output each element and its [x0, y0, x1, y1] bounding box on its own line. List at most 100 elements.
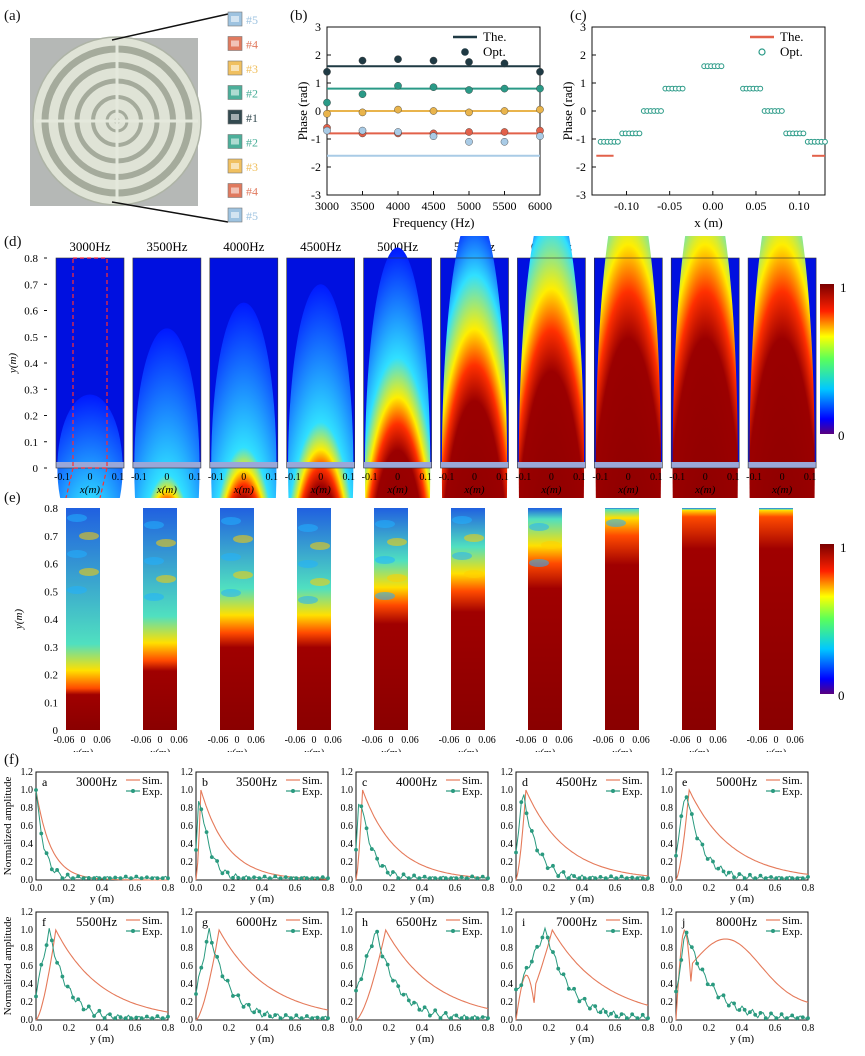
exp-point-a-48	[160, 876, 165, 881]
exp-point-i-4	[524, 965, 529, 970]
exp-point-g-46	[315, 1015, 320, 1020]
exp-point-b-40	[299, 876, 304, 881]
lens-strip-3	[286, 462, 355, 468]
exp-point-b-8	[215, 859, 220, 863]
field-frame-9	[747, 257, 817, 469]
y-tick-label: 1.2	[341, 907, 354, 918]
legend-exp-marker	[451, 929, 455, 933]
exp-point-b-46	[315, 876, 320, 881]
opt-point-2-3	[429, 107, 438, 115]
exp-point-b-28	[268, 876, 272, 881]
sim-curve-g	[195, 928, 329, 1021]
exp-point-e-46	[795, 876, 800, 881]
x-tick-label: 0.4	[736, 883, 749, 894]
measured-field-2	[220, 508, 254, 730]
phase-frequency-chart: -3 -2 -1 0 1 2 3 3000 3500 4000 4500 5000 5500 6000 Fr…	[295, 20, 552, 230]
x-tick-label: -0.06	[439, 735, 460, 746]
colorbar-min-label: 0	[838, 688, 845, 703]
unit-label-5: #2	[246, 136, 258, 150]
x-tick-label: 0.10	[789, 199, 810, 213]
exp-point-c-6	[369, 847, 374, 851]
x-tick-label: 0.1	[419, 472, 432, 483]
legend-sim-label: Sim.	[302, 915, 323, 927]
exp-point-j-42	[784, 1016, 789, 1021]
x-axis-label: y (m)	[570, 893, 594, 905]
colorbar-min-label: 0	[838, 428, 845, 443]
opt-point-8-5	[822, 138, 828, 145]
exp-point-a-22	[92, 876, 96, 881]
legend-exp-label: Exp.	[302, 926, 323, 938]
exp-point-e-8	[695, 836, 700, 841]
x-axis-label: x(m)	[72, 747, 93, 752]
exp-point-b-10	[220, 871, 225, 876]
texture-blob	[67, 514, 87, 522]
exp-point-h-48	[480, 1015, 485, 1020]
x-tick-label: 5000	[457, 199, 481, 213]
y-tick-label: 0.0	[661, 875, 674, 886]
panel-label-a: (a)	[4, 8, 21, 24]
exp-point-d-4	[524, 811, 529, 816]
exp-point-e-20	[726, 870, 731, 875]
exp-point-d-6	[529, 829, 534, 833]
x-tick-label: 0.8	[482, 1023, 495, 1034]
opt-point-0-0	[323, 68, 331, 76]
exp-point-d-28	[588, 876, 592, 880]
exp-point-a-20	[86, 876, 91, 880]
exp-point-h-14	[391, 978, 395, 983]
exp-curve-h	[355, 930, 489, 1020]
exp-point-a-36	[129, 876, 133, 881]
y-axis-label: Normalized amplitude	[2, 777, 14, 876]
sim-curve-e	[675, 788, 809, 881]
sim-curve-b	[195, 789, 329, 881]
opt-point-7-5	[800, 130, 807, 137]
x-tick-label: 0.2	[63, 883, 76, 894]
texture-blob	[387, 574, 407, 582]
x-axis-label: x(m)	[226, 747, 247, 752]
field-beam-6	[518, 236, 585, 498]
exp-point-b-20	[246, 876, 251, 881]
exp-point-f-2	[39, 962, 44, 967]
colorbar-max-label: 1	[840, 540, 847, 555]
field-frame-2	[209, 257, 279, 469]
exp-point-i-38	[614, 1014, 619, 1019]
x-tick-label: 0.06	[709, 735, 727, 746]
exp-point-j-34	[763, 1016, 768, 1021]
legend-exp-marker	[131, 789, 135, 793]
frequency-label-2: 4000Hz	[223, 239, 264, 254]
x-axis-label: x(m)	[540, 484, 561, 496]
x-tick-label: 0.4	[576, 883, 589, 894]
legend-opt-swatch	[758, 48, 766, 56]
exp-point-d-0	[514, 850, 518, 855]
exp-point-d-48	[640, 876, 645, 881]
exp-point-j-40	[779, 1012, 784, 1017]
opt-point-4-4	[465, 138, 473, 146]
field-beam-0	[57, 394, 123, 498]
exp-point-e-42	[784, 876, 789, 881]
frequency-label-3: 4500Hz	[300, 239, 341, 254]
legend-exp-label: Exp.	[142, 786, 163, 798]
exp-point-i-24	[577, 999, 582, 1004]
exp-point-d-8	[535, 848, 540, 853]
exp-curve-b	[195, 800, 328, 879]
measured-field-8	[682, 508, 716, 730]
x-axis-label: x(m)	[387, 484, 408, 496]
texture-blob	[310, 542, 330, 550]
y-tick-label: -3	[576, 188, 586, 202]
x-tick-label: 0.6	[449, 883, 462, 894]
exp-point-j-24	[737, 1008, 742, 1012]
texture-blob	[221, 517, 241, 525]
panel-label-e: (e)	[4, 490, 21, 506]
texture-blob	[221, 589, 241, 597]
panel-label-c: (c)	[570, 8, 587, 24]
exp-point-d-30	[593, 876, 598, 881]
subplot-letter-b: b	[202, 775, 208, 789]
zoom-line-bottom	[111, 201, 229, 223]
y-axis-label: y(m)	[7, 353, 19, 374]
texture-blob	[529, 559, 549, 567]
exp-point-j-6	[689, 945, 694, 950]
y-tick-label: 1.0	[661, 785, 674, 796]
exp-point-f-38	[134, 1015, 139, 1020]
exp-point-h-16	[396, 984, 401, 989]
lens-disk	[32, 36, 202, 206]
x-tick-label: -0.1	[362, 472, 378, 483]
